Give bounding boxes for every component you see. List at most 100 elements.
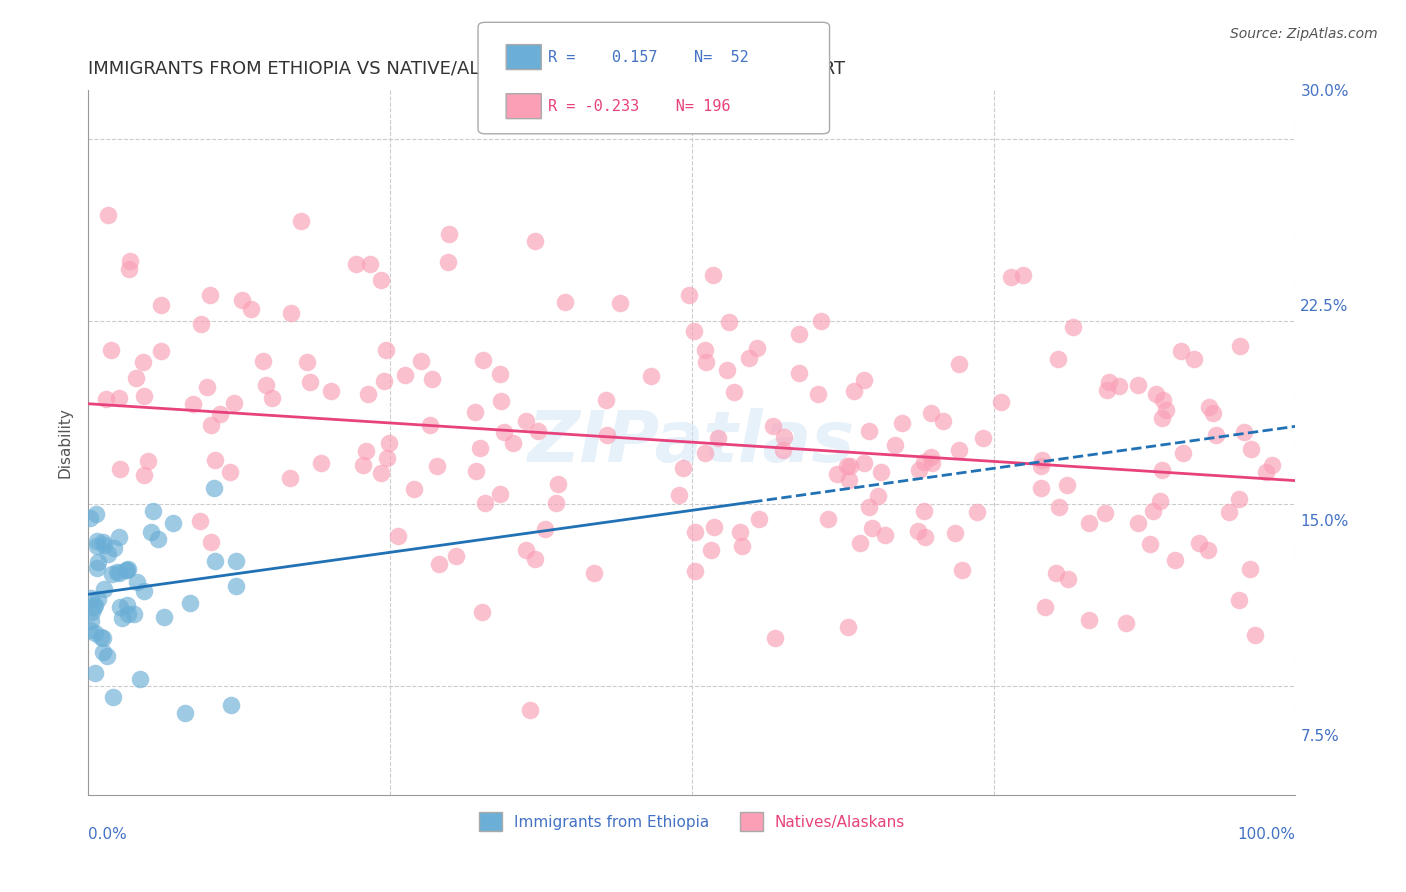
Point [772,442,794,457]
Point [849,536,872,550]
Point [84,666,107,681]
Point [544,496,567,510]
Point [254,378,277,392]
Point [583,566,606,580]
Point [920,450,942,464]
Point [115,563,138,577]
Point [117,607,139,621]
Point [357,387,380,401]
Point [748,512,770,526]
Point [200,535,222,549]
Point [93,582,115,596]
Point [87,555,110,569]
Point [519,703,541,717]
Point [1142,504,1164,518]
Point [844,384,866,398]
Point [444,549,467,563]
Point [907,524,929,538]
Point [717,314,740,328]
Point [837,620,859,634]
Point [188,514,211,528]
Point [138,454,160,468]
Point [231,293,253,308]
Point [298,376,321,390]
Point [1154,403,1177,417]
Point [132,389,155,403]
Point [807,387,830,401]
Point [219,465,242,479]
Point [105,565,128,579]
Point [908,462,931,476]
Point [1205,428,1227,442]
Point [1218,505,1240,519]
Point [1170,343,1192,358]
Point [547,477,569,491]
Text: R =    0.157    N=  52: R = 0.157 N= 52 [548,50,749,64]
Point [1202,406,1225,420]
Point [409,354,432,368]
Point [489,368,512,382]
Point [471,352,494,367]
Point [142,504,165,518]
Point [152,609,174,624]
Point [870,465,893,479]
Point [703,520,725,534]
Text: R = -0.233    N= 196: R = -0.233 N= 196 [548,99,731,113]
Point [723,384,745,399]
Point [810,314,832,328]
Point [695,446,717,460]
Point [852,373,875,387]
Point [728,524,751,539]
Point [120,253,142,268]
Point [1152,393,1174,408]
Point [93,538,115,552]
Point [914,531,936,545]
Point [86,539,108,553]
Point [83,599,105,613]
Point [200,288,222,302]
Point [86,533,108,548]
Point [838,458,860,473]
Point [474,496,496,510]
Point [966,505,988,519]
Point [920,406,942,420]
Point [1029,481,1052,495]
Point [465,465,488,479]
Point [491,394,513,409]
Point [96,648,118,663]
Point [1078,613,1101,627]
Point [695,355,717,369]
Point [375,343,398,357]
Point [252,353,274,368]
Point [921,456,943,470]
Point [436,255,458,269]
Point [1150,411,1173,425]
Point [125,574,148,589]
Point [1239,562,1261,576]
Point [150,344,173,359]
Point [1187,536,1209,550]
Point [595,393,617,408]
Point [683,525,706,540]
Point [1094,507,1116,521]
Point [426,458,449,473]
Point [1033,600,1056,615]
Point [86,561,108,575]
Point [731,540,754,554]
Point [609,295,631,310]
Point [1227,491,1250,506]
Point [96,392,118,406]
Point [1150,462,1173,476]
Text: Source: ZipAtlas.com: Source: ZipAtlas.com [1230,27,1378,41]
Point [932,414,955,428]
Point [1128,377,1150,392]
Point [738,351,761,366]
Point [378,435,401,450]
Point [90,630,112,644]
Point [82,605,104,619]
Point [125,370,148,384]
Legend: Immigrants from Ethiopia, Natives/Alaskans: Immigrants from Ethiopia, Natives/Alaska… [472,806,911,837]
Point [1063,319,1085,334]
Point [373,375,395,389]
Point [204,452,226,467]
